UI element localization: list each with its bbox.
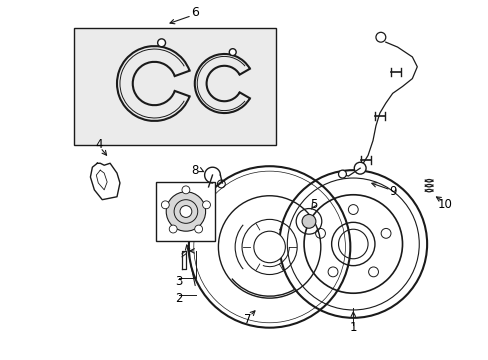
Text: 3: 3 [175, 275, 183, 288]
Text: 5: 5 [309, 198, 317, 211]
Circle shape [368, 267, 378, 277]
Circle shape [202, 201, 210, 209]
Text: 2: 2 [175, 292, 183, 305]
Circle shape [157, 39, 165, 47]
Circle shape [194, 225, 202, 233]
Text: 10: 10 [437, 198, 451, 211]
Circle shape [331, 222, 374, 266]
Text: 9: 9 [388, 185, 396, 198]
Circle shape [169, 225, 177, 233]
Text: 7: 7 [244, 313, 251, 326]
Circle shape [182, 186, 189, 194]
Text: 1: 1 [349, 321, 356, 334]
Circle shape [180, 206, 191, 217]
Circle shape [380, 229, 390, 238]
Circle shape [302, 215, 315, 228]
Bar [156, 182, 215, 241]
Circle shape [229, 49, 236, 55]
Bar [73, 28, 275, 145]
Circle shape [375, 32, 385, 42]
Circle shape [347, 204, 358, 215]
Circle shape [253, 231, 285, 263]
Circle shape [161, 201, 169, 209]
Circle shape [353, 162, 366, 174]
Circle shape [327, 267, 337, 277]
Circle shape [315, 229, 325, 238]
Text: 4: 4 [95, 138, 103, 151]
Circle shape [166, 192, 205, 231]
Text: 8: 8 [191, 164, 198, 177]
Circle shape [338, 170, 346, 178]
Text: 6: 6 [190, 6, 198, 19]
